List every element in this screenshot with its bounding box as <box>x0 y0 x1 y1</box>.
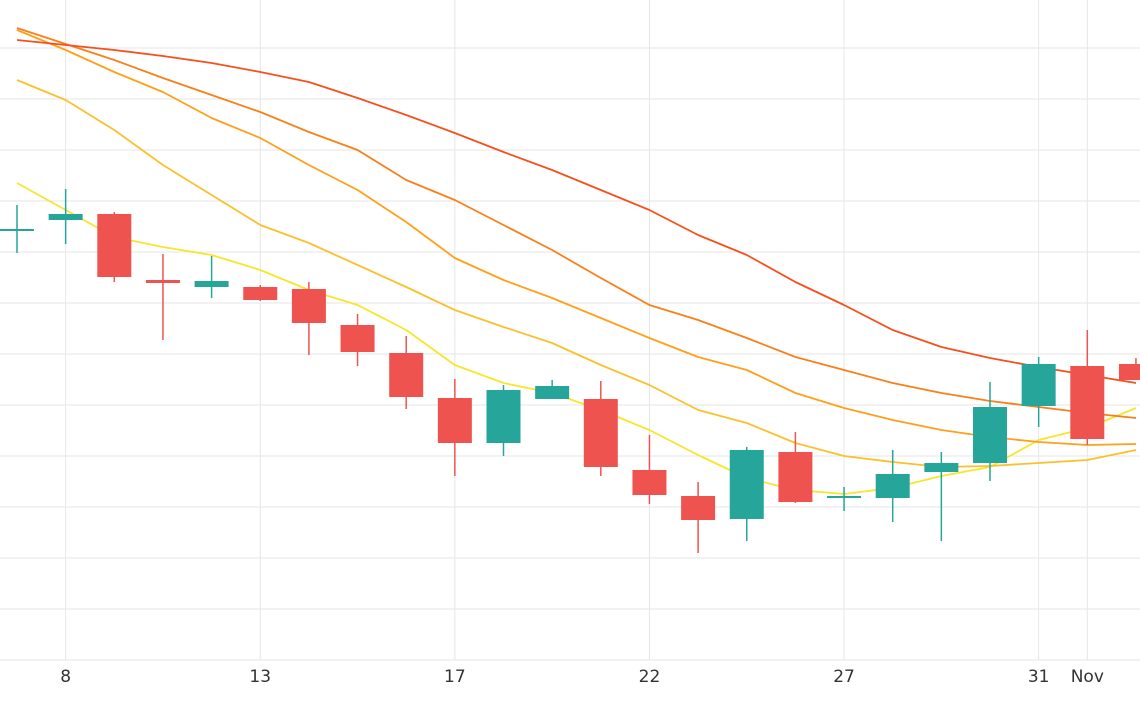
candle-body <box>486 390 521 443</box>
candle-body <box>583 399 618 467</box>
candle-body <box>729 450 764 519</box>
candle-body <box>145 280 180 283</box>
candle-body <box>875 474 910 498</box>
x-axis: 8 13 17 22 27 31 Nov <box>60 667 1104 687</box>
candle-body <box>97 214 132 277</box>
x-tick-label: Nov <box>1071 667 1104 687</box>
moving-average-line <box>16 182 1137 495</box>
candle-body <box>389 353 424 397</box>
candle-body <box>340 325 375 352</box>
moving-average-line <box>16 27 1137 419</box>
candle-body <box>1021 364 1056 406</box>
candle-body <box>291 289 326 323</box>
candle-body <box>681 496 716 520</box>
candle-body <box>778 452 813 502</box>
moving-average-line <box>16 79 1137 468</box>
candle-body <box>0 229 34 231</box>
candle-body <box>535 386 570 399</box>
candle-body <box>437 398 472 443</box>
candles <box>0 189 1140 553</box>
grid <box>0 0 1140 661</box>
candle-body <box>243 287 278 300</box>
candle-body <box>1070 366 1105 439</box>
candle-body <box>827 496 862 498</box>
candle-body <box>194 281 229 287</box>
x-tick-label: 31 <box>1028 667 1050 687</box>
candle-body <box>48 214 83 220</box>
candle-body <box>632 470 667 495</box>
candle-body <box>924 463 959 472</box>
moving-average-line <box>16 29 1137 446</box>
moving-averages <box>16 27 1137 495</box>
x-tick-label: 8 <box>60 667 71 687</box>
x-tick-label: 22 <box>639 667 661 687</box>
x-tick-label: 27 <box>833 667 855 687</box>
candle-body <box>973 407 1007 463</box>
x-tick-label: 13 <box>249 667 271 687</box>
moving-average-line <box>16 39 1137 384</box>
candle-body <box>1118 364 1140 380</box>
x-tick-label: 17 <box>444 667 466 687</box>
